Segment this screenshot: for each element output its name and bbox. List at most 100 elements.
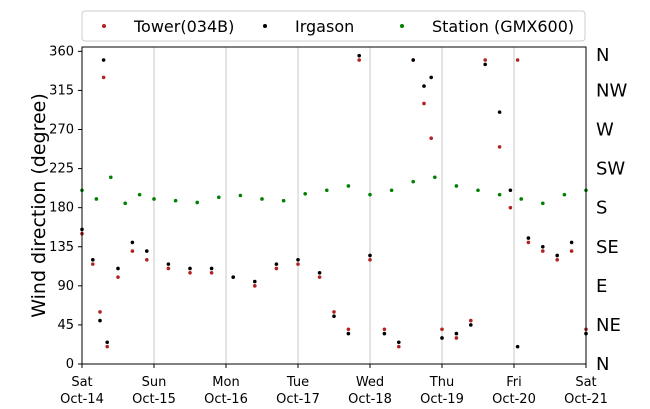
point-series-1: [497, 110, 502, 114]
point-series-0: [253, 284, 257, 288]
x-tick-date: Oct-16: [204, 392, 248, 407]
y-tick-label: 0: [66, 357, 74, 372]
x-tick-day: Sat: [71, 375, 92, 390]
scatter-points: [80, 53, 588, 349]
point-series-1: [508, 188, 513, 193]
x-tick-date: Oct-14: [60, 392, 104, 407]
point-series-2: [562, 192, 567, 197]
point-series-2: [238, 193, 243, 198]
point-series-0: [91, 262, 95, 266]
point-series-2: [173, 198, 178, 203]
legend-label: Station (GMX600): [432, 17, 574, 36]
point-series-0: [209, 271, 214, 275]
point-series-2: [303, 191, 308, 196]
point-series-0: [332, 310, 336, 314]
point-series-1: [166, 262, 171, 266]
point-series-2: [389, 188, 394, 193]
compass-label: S: [596, 198, 607, 219]
point-series-0: [368, 257, 372, 262]
point-series-1: [469, 323, 473, 327]
y-tick-label: 360: [49, 44, 74, 59]
point-series-2: [137, 192, 142, 197]
point-series-1: [454, 331, 459, 336]
legend-marker: [102, 24, 106, 28]
point-series-1: [555, 253, 559, 258]
compass-labels: N NE E SE S SW W NW N: [596, 45, 627, 375]
compass-label: SE: [596, 237, 619, 258]
gridlines: [153, 47, 515, 364]
legend-marker: [400, 24, 404, 28]
point-series-1: [209, 266, 214, 271]
point-series-0: [346, 327, 351, 332]
point-series-1: [382, 331, 387, 336]
x-tick-date: Oct-19: [420, 392, 464, 407]
point-series-1: [296, 257, 300, 262]
y-axis-label: Wind direction (degree): [28, 93, 50, 318]
compass-label: NE: [596, 315, 621, 336]
y-tick-label: 135: [49, 240, 74, 255]
point-series-2: [260, 197, 264, 201]
point-series-2: [454, 184, 459, 188]
point-series-0: [440, 327, 444, 332]
legend-label: Tower(034B): [133, 17, 234, 36]
point-series-2: [346, 184, 351, 188]
point-series-0: [469, 318, 473, 323]
point-series-2: [411, 179, 416, 184]
point-series-0: [98, 310, 102, 314]
point-series-1: [368, 253, 372, 258]
compass-label: W: [596, 120, 614, 141]
point-series-1: [231, 275, 235, 279]
point-series-0: [526, 240, 531, 245]
point-series-1: [515, 344, 520, 349]
point-series-2: [368, 192, 372, 197]
x-tick-date: Oct-15: [132, 392, 176, 407]
x-tick-date: Oct-20: [492, 392, 536, 407]
point-series-0: [569, 249, 574, 253]
x-tick-day: Thu: [429, 375, 454, 390]
point-series-1: [317, 271, 322, 275]
compass-label: E: [596, 276, 607, 297]
compass-label: N: [596, 354, 609, 375]
point-series-0: [105, 344, 109, 349]
point-series-0: [454, 336, 459, 340]
x-tick-date: Oct-18: [348, 392, 392, 407]
y-tick-label: 90: [57, 279, 74, 294]
x-tick-day: Mon: [212, 375, 239, 390]
point-series-2: [497, 192, 502, 197]
legend-marker: [263, 24, 267, 28]
point-series-1: [569, 240, 574, 245]
point-series-2: [519, 197, 523, 201]
point-series-1: [440, 336, 444, 340]
point-series-1: [253, 279, 257, 284]
point-series-0: [145, 257, 149, 262]
compass-label: NW: [596, 80, 627, 101]
point-series-0: [166, 266, 171, 271]
point-series-1: [145, 249, 149, 253]
legend: Tower(034B) Irgason Station (GMX600): [81, 10, 586, 42]
point-series-0: [397, 344, 401, 349]
point-series-0: [483, 58, 488, 62]
point-series-1: [422, 84, 426, 88]
point-series-2: [94, 197, 99, 201]
x-tick-day: Sat: [575, 375, 596, 390]
point-series-1: [105, 340, 109, 345]
point-series-2: [476, 188, 480, 193]
legend-label: Irgason: [295, 17, 354, 36]
point-series-2: [195, 200, 199, 205]
y-tick-label: 270: [49, 123, 74, 138]
point-series-1: [188, 266, 192, 271]
point-series-1: [397, 340, 401, 345]
point-series-1: [101, 58, 106, 62]
point-series-1: [411, 58, 416, 62]
x-tick-day: Fri: [506, 375, 522, 390]
point-series-1: [526, 236, 531, 240]
point-series-0: [508, 205, 513, 210]
point-series-0: [555, 257, 559, 262]
y-tick-label: 315: [49, 83, 74, 98]
point-series-1: [357, 53, 362, 58]
point-series-0: [274, 266, 279, 271]
point-series-0: [515, 58, 520, 62]
point-series-0: [497, 145, 502, 149]
point-series-1: [429, 75, 434, 80]
point-series-1: [346, 331, 351, 336]
